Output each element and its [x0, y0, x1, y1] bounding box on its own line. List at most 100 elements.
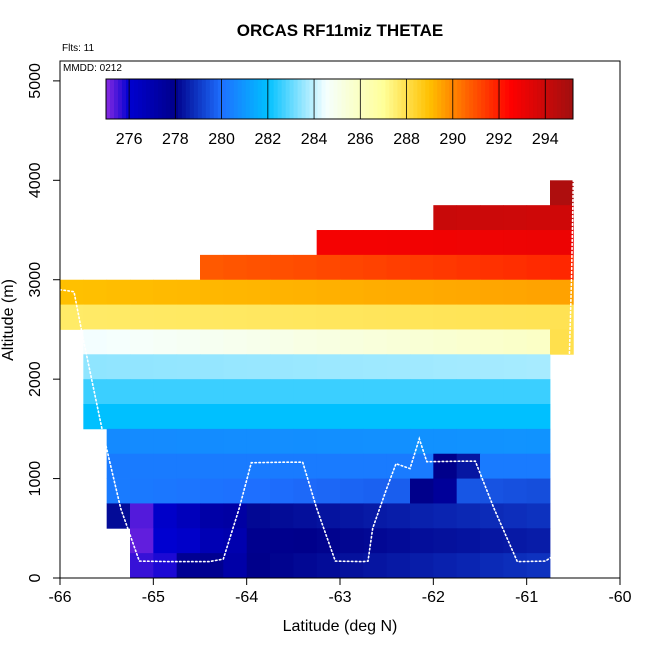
heatmap-cell [293, 379, 318, 405]
colorbar-strip [109, 79, 115, 119]
colorbar-strip [253, 79, 259, 119]
colorbar-strip [485, 79, 490, 119]
heatmap-cell [480, 528, 504, 554]
heatmap-cell [480, 503, 504, 529]
colorbar-strip [125, 79, 131, 119]
heatmap-cell [130, 478, 154, 504]
heatmap-cell [153, 404, 178, 430]
heatmap-cell [153, 453, 178, 479]
heatmap-cell [526, 230, 551, 256]
heatmap-cell [480, 205, 504, 231]
heatmap-cell [503, 329, 528, 355]
colorbar-strip [357, 79, 362, 119]
y-tick-label: 1000 [27, 461, 44, 497]
heatmap-cell [223, 254, 248, 281]
colorbar-strip [421, 79, 426, 119]
heatmap-cell [503, 379, 528, 405]
colorbar-strip [377, 79, 382, 119]
heatmap-cell [316, 254, 341, 281]
heatmap-cell [270, 553, 294, 579]
heatmap-cell [386, 478, 411, 504]
heatmap-cell [130, 379, 154, 405]
heatmap-cell [246, 553, 271, 579]
heatmap-cell [456, 304, 481, 330]
heatmap-cell [223, 553, 248, 579]
heatmap-cell [223, 304, 248, 330]
x-tick-label: -62 [422, 589, 445, 606]
heatmap-cell [106, 329, 131, 355]
heatmap-cell [480, 254, 504, 281]
heatmap-cell [200, 453, 224, 479]
colorbar-tick-label: 286 [347, 131, 374, 148]
heatmap-cell [456, 230, 481, 256]
heatmap-cell [176, 304, 201, 330]
colorbar-strip [505, 79, 510, 119]
heatmap-cell [153, 304, 178, 330]
heatmap-cell [433, 329, 458, 355]
heatmap-cell [106, 404, 131, 430]
heatmap-cell [246, 304, 271, 330]
heatmap-cell [433, 230, 458, 256]
heatmap-cell [223, 428, 248, 455]
colorbar-strip [345, 79, 350, 119]
heatmap-cell [270, 279, 294, 305]
heatmap-cell [223, 329, 248, 355]
colorbar-strip [537, 79, 542, 119]
heatmap-cell [340, 528, 364, 554]
heatmap-cell [480, 453, 504, 479]
heatmap-cell [83, 404, 108, 430]
heatmap-cell [340, 254, 364, 281]
heatmap-cell [410, 453, 434, 479]
colorbar-strip [561, 79, 566, 119]
colorbar-strip [425, 79, 430, 119]
heatmap-cell [340, 279, 364, 305]
heatmap-cell [386, 553, 411, 579]
colorbar-strip [173, 79, 179, 119]
heatmap-cell [176, 428, 201, 455]
heatmap-cell [223, 404, 248, 430]
heatmap-cell [176, 279, 201, 305]
heatmap-cell [223, 379, 248, 405]
heatmap-cell [316, 279, 341, 305]
heatmap-cell [386, 329, 411, 355]
heatmap-cell [270, 254, 294, 281]
heatmap-cell [340, 478, 364, 504]
heatmap-cell [200, 279, 224, 305]
colorbar-strip [305, 79, 311, 119]
colorbar-tick-label: 294 [532, 131, 559, 148]
colorbar-strip [281, 79, 287, 119]
heatmap-cell [526, 478, 551, 504]
heatmap-cell [456, 553, 481, 579]
colorbar-strip [197, 79, 203, 119]
colorbar-strip [469, 79, 474, 119]
colorbar-strip [361, 79, 366, 119]
heatmap-cell [316, 453, 341, 479]
colorbar-strip [397, 79, 402, 119]
colorbar-tick-label: 292 [486, 131, 513, 148]
heatmap-cell [456, 404, 481, 430]
colorbar-strip [433, 79, 438, 119]
chart-title: ORCAS RF11miz THETAE [237, 21, 444, 40]
colorbar-strip [157, 79, 163, 119]
colorbar-strip [229, 79, 235, 119]
heatmap-cell [526, 503, 551, 529]
heatmap-cell [433, 304, 458, 330]
heatmap-cell [526, 254, 551, 281]
heatmap-cell [363, 279, 388, 305]
colorbar-strip [333, 79, 338, 119]
heatmap-cell [456, 528, 481, 554]
heatmap-cell [200, 379, 224, 405]
heatmap-cell [270, 528, 294, 554]
colorbar-tick-lines [128, 79, 546, 119]
heatmap-cell [433, 279, 458, 305]
heatmap-cell [106, 453, 131, 479]
colorbar-strip [237, 79, 243, 119]
colorbar-strip [549, 79, 554, 119]
colorbar-strip [453, 79, 458, 119]
heatmap-cell [153, 503, 178, 529]
heatmap-cell [270, 329, 294, 355]
heatmap-cell [293, 428, 318, 455]
colorbar-strip [525, 79, 530, 119]
colorbar-strip [517, 79, 522, 119]
colorbar-strip [221, 79, 227, 119]
